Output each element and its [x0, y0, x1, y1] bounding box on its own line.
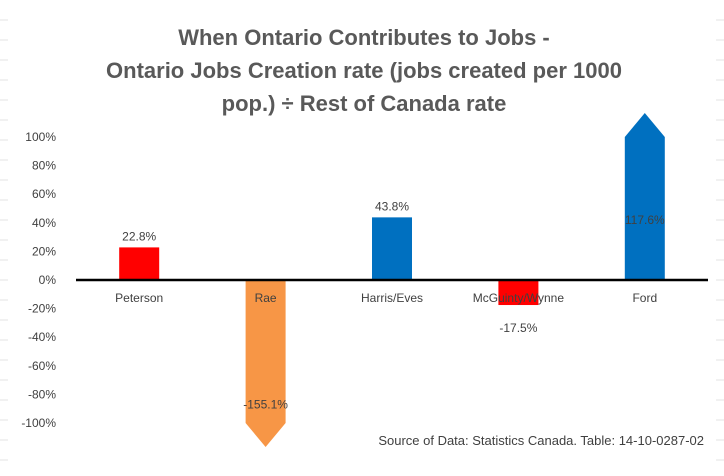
y-tick-label: 0%	[39, 273, 57, 287]
bar-harris-eves	[372, 217, 412, 280]
category-labels: Peterson Rae Harris/Eves McGuinty/Wynne Ford	[115, 291, 657, 305]
bars	[119, 113, 665, 447]
chart-title-line-2: Ontario Jobs Creation rate (jobs created…	[106, 58, 622, 83]
data-label: -155.1%	[243, 397, 288, 411]
y-tick-label: 40%	[32, 216, 56, 230]
source-note: Source of Data: Statistics Canada. Table…	[378, 433, 704, 448]
y-tick-label: 60%	[32, 187, 56, 201]
y-tick-label: -100%	[21, 416, 56, 430]
chart-title: When Ontario Contributes to Jobs - Ontar…	[106, 25, 622, 116]
chart-title-line-3: pop.) ÷ Rest of Canada rate	[222, 91, 507, 116]
y-tick-label: -80%	[28, 387, 56, 401]
category-label: McGuinty/Wynne	[473, 291, 565, 305]
y-tick-label: 100%	[25, 130, 56, 144]
category-label: Ford	[632, 291, 657, 305]
y-tick-label: -40%	[28, 330, 56, 344]
bar-peterson	[119, 247, 160, 280]
chart-title-line-1: When Ontario Contributes to Jobs -	[178, 25, 550, 50]
data-label: 117.6%	[625, 213, 665, 227]
chart-area[interactable]: When Ontario Contributes to Jobs - Ontar…	[8, 0, 716, 476]
y-tick-label: 20%	[32, 244, 56, 258]
category-label: Harris/Eves	[361, 291, 423, 305]
category-label: Peterson	[115, 291, 163, 305]
bar-ford	[624, 113, 665, 280]
y-tick-label: -60%	[28, 359, 56, 373]
data-label: 43.8%	[375, 199, 409, 213]
bar-chart: When Ontario Contributes to Jobs - Ontar…	[21, 25, 708, 448]
bar-rae	[245, 280, 286, 447]
y-tick-label: -20%	[28, 302, 56, 316]
data-labels: 22.8% -155.1% 43.8% -17.5% 117.6%	[122, 199, 665, 411]
data-label: 22.8%	[122, 229, 156, 243]
bar-mcguinty-wynne	[498, 280, 539, 306]
data-label: -17.5%	[499, 321, 537, 335]
y-axis: 100% 80% 60% 40% 20% 0% -20% -40% -60% -80% -100%	[21, 130, 56, 430]
y-tick-label: 80%	[32, 159, 56, 173]
category-label: Rae	[255, 291, 277, 305]
